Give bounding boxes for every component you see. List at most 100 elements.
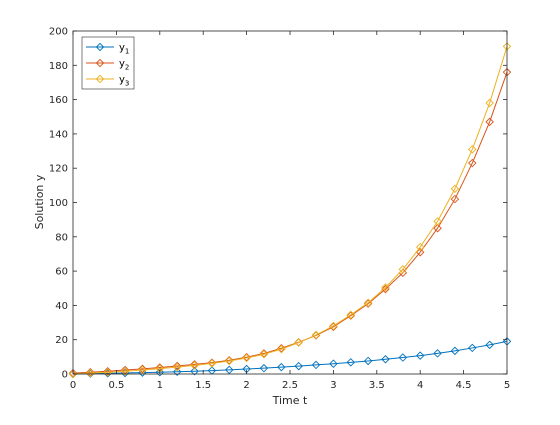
legend-marker-2 (95, 58, 105, 68)
series-3-point (86, 368, 95, 378)
x-axis: 0 0.5 1 1.5 2 2.5 3 3.5 4 4.5 5 (70, 31, 510, 391)
x-tick-label: 3.5 (369, 380, 385, 391)
series-3-point (468, 145, 477, 154)
series-3-point (329, 321, 338, 331)
series-2-point (242, 352, 251, 362)
y-tick-label: 140 (49, 129, 68, 140)
series-2-point (485, 117, 494, 127)
legend-marker-1 (95, 42, 105, 52)
x-tick-label: 4 (417, 380, 423, 391)
series-1-point (450, 346, 460, 356)
series-3-point (190, 361, 199, 370)
y-tick-label: 40 (55, 301, 68, 312)
series-1-point (155, 368, 165, 377)
legend-label-text: y (119, 43, 125, 54)
legend-label-text: y (119, 75, 125, 86)
legend-label-subscript: 1 (125, 48, 129, 56)
x-tick-label: 0.5 (108, 380, 124, 391)
series-1-point (381, 355, 390, 364)
series-3-point (450, 184, 460, 194)
series-3-point (381, 283, 390, 292)
legend-label-1: y1 (119, 43, 129, 56)
series-2-point (346, 311, 355, 320)
y-tick-label: 180 (49, 61, 68, 72)
series-2-point (86, 368, 95, 377)
series-3-point (68, 369, 78, 379)
x-axis-label: Time t (272, 394, 308, 407)
y-tick-label: 100 (49, 198, 68, 209)
series-1-point (415, 351, 425, 360)
series-layer (68, 42, 512, 379)
y-tick-label: 200 (49, 27, 68, 38)
legend-label-subscript: 2 (125, 64, 129, 72)
series-3-point (225, 356, 234, 366)
series-3-point (207, 359, 217, 368)
series-1-point (225, 365, 234, 375)
series-2-point (138, 364, 147, 374)
x-tick-label: 2 (243, 380, 249, 391)
series-2-point (381, 284, 390, 294)
series-3-point (363, 298, 373, 308)
y-tick-label: 160 (49, 95, 68, 106)
series-1-point (172, 367, 182, 377)
series-3-point (103, 368, 112, 377)
series-2-point (103, 367, 112, 376)
x-tick-label: 3 (330, 380, 336, 391)
series-1-point (259, 363, 269, 373)
x-tick-label: 5 (504, 380, 510, 391)
series-3-point (294, 338, 303, 347)
series-2-point (450, 194, 460, 204)
y-axis: 0 20 40 60 80 100 120 140 160 180 200 (49, 27, 507, 381)
series-3-point (485, 98, 494, 108)
series-1-point (277, 362, 286, 372)
series-2-point (190, 360, 199, 369)
series-1-point (398, 353, 408, 362)
series-2-point (415, 247, 425, 257)
y-axis-label: Solution y (33, 174, 46, 229)
series-1-point (294, 361, 303, 371)
legend-label-2: y2 (119, 59, 129, 72)
y-tick-label: 120 (49, 164, 68, 175)
series-2-point (329, 322, 338, 332)
legend-marker-3 (95, 74, 105, 84)
series-2-point (277, 344, 286, 353)
series-1-point (190, 367, 199, 376)
series-3-point (346, 310, 355, 320)
series-3-point (311, 330, 321, 340)
y-tick-label: 20 (55, 335, 68, 346)
series-3-point (120, 367, 130, 376)
series-1-point (311, 360, 321, 370)
series-2-point (468, 158, 477, 168)
series-3-point (242, 353, 251, 363)
x-tick-label: 2.5 (282, 380, 298, 391)
series-2-point (363, 299, 373, 308)
plot-area (73, 31, 507, 374)
series-1-point (433, 349, 442, 358)
legend-label-text: y (119, 59, 125, 70)
series-2-point (225, 356, 234, 365)
series-3-point (433, 217, 442, 226)
series-2-point (259, 349, 269, 358)
series-2-point (207, 358, 217, 367)
series-1-point (346, 358, 355, 367)
series-3-point (172, 362, 182, 372)
y-tick-label: 0 (62, 370, 68, 381)
series-2-point (68, 368, 78, 378)
x-tick-label: 0 (70, 380, 76, 391)
series-1-point (468, 343, 477, 353)
legend-label-3: y3 (119, 75, 129, 88)
series-3-point (277, 344, 286, 354)
x-tick-label: 4.5 (456, 380, 472, 391)
series-1-point (363, 356, 373, 366)
y-tick-label: 60 (55, 267, 68, 278)
series-1-point (329, 359, 338, 368)
series-1-point (485, 340, 494, 350)
series-3-point (415, 242, 425, 252)
series-2-point (172, 361, 182, 371)
legend-label-subscript: 3 (125, 80, 129, 88)
x-tick-label: 1.5 (195, 380, 211, 391)
series-3-point (398, 265, 408, 274)
